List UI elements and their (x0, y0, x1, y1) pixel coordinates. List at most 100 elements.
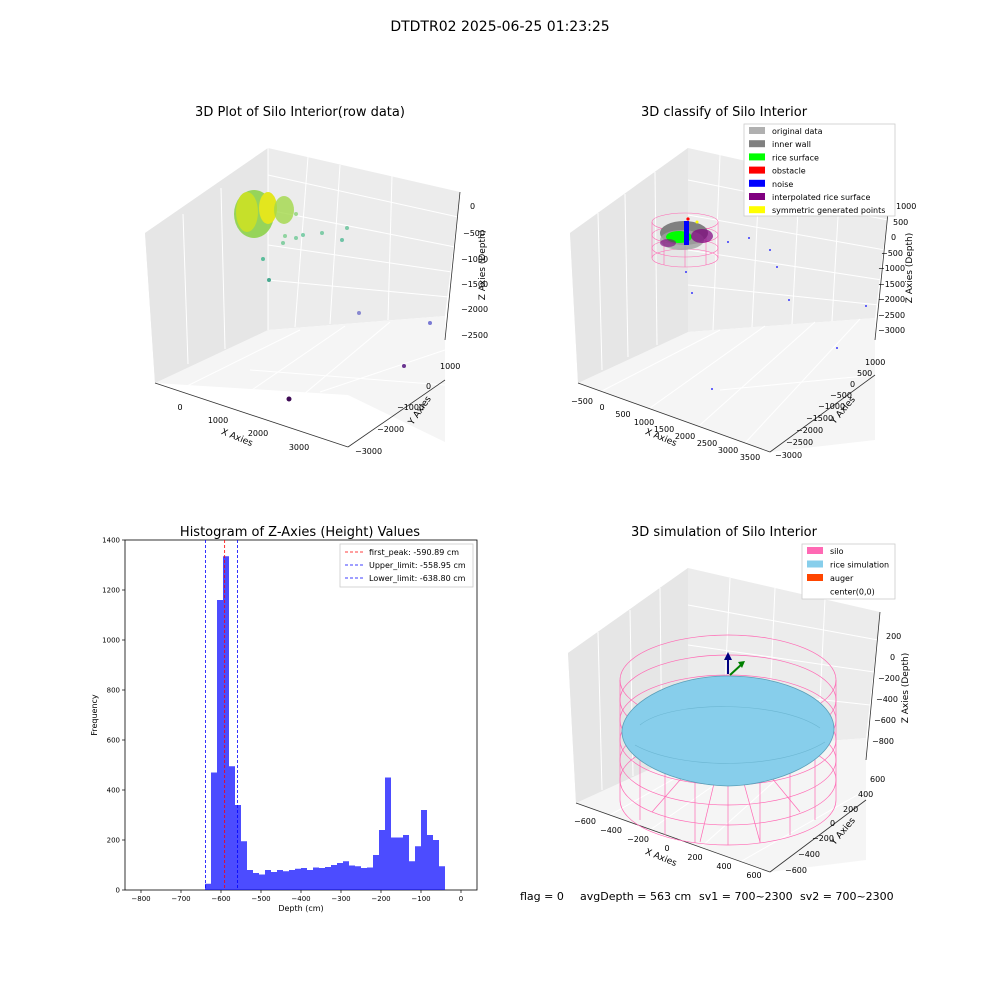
histogram-xtick-label: −500 (251, 895, 270, 903)
raw-ytick: −2000 (377, 425, 404, 434)
classify-xtick: 2000 (675, 432, 695, 441)
raw-ztick: −2000 (461, 305, 488, 314)
histogram-bar (301, 868, 307, 890)
histogram-bar (223, 556, 229, 890)
raw-ztick: 0 (470, 202, 475, 211)
histogram-legend-label: first_peak: -590.89 cm (369, 548, 459, 557)
simulation-ztick: −800 (872, 737, 894, 746)
panel-simulation-3d: 3D simulation of Silo Interior (568, 525, 911, 880)
classify-xtick: −500 (571, 397, 593, 406)
avg-depth-text: avgDepth = 563 cm (580, 890, 691, 903)
simulation-xtick: 200 (687, 853, 702, 862)
histogram-bar (379, 830, 385, 890)
histogram-bars (205, 556, 445, 890)
simulation-ytick: 0 (830, 819, 835, 828)
raw-ytick: 1000 (440, 362, 460, 371)
classify-left-pane (570, 148, 688, 383)
classify-ytick: 500 (857, 369, 872, 378)
simulation-legend-swatch (807, 574, 823, 581)
histogram-ytick-label: 0 (116, 887, 120, 895)
simulation-axes (575, 611, 881, 873)
simulation-ztick: −600 (874, 716, 896, 725)
classify-ytick: −500 (830, 391, 852, 400)
classify-ztick: −2500 (878, 311, 905, 320)
histogram-bar (337, 863, 343, 890)
simulation-ztick: 200 (886, 632, 901, 641)
histogram-legend-label: Upper_limit: -558.95 cm (369, 561, 466, 570)
histogram-xtick-label: −100 (411, 895, 430, 903)
histogram-bar (439, 866, 445, 890)
histogram-ytick-label: 1200 (102, 587, 120, 595)
histogram-ytick-label: 1400 (102, 537, 120, 545)
raw-xtick: 1000 (208, 416, 228, 425)
simulation-xlabel: X Axies (643, 847, 678, 869)
classify-ytick: −1500 (806, 414, 833, 423)
simulation-legend-swatch (807, 547, 823, 554)
classify-ztick: 0 (891, 233, 896, 242)
simulation-xtick: 600 (746, 871, 761, 880)
classify-noise-points (685, 237, 867, 390)
histogram-bar (361, 868, 367, 890)
histogram-bar (355, 866, 361, 890)
raw-ztick: −2500 (461, 331, 488, 340)
raw-scatter-points (261, 212, 432, 402)
panel-raw-3d: 3D Plot of Silo Interior(row data) (145, 105, 488, 456)
histogram-xtick-label: −200 (371, 895, 390, 903)
histogram-xtick-label: −600 (211, 895, 230, 903)
simulation-zlabel: Z Axies (Depth) (901, 653, 911, 724)
classify-legend: original data inner wall rice surface obsta… (743, 123, 896, 217)
histogram-bar (265, 870, 271, 890)
classify-legend-label: noise (772, 180, 793, 189)
classify-xtick: 1000 (634, 418, 654, 427)
histogram-ytick-label: 1000 (102, 637, 120, 645)
histogram-bar (331, 865, 337, 890)
panel-raw-title: 3D Plot of Silo Interior(row data) (195, 105, 405, 120)
simulation-xtick: 0 (664, 844, 669, 853)
classify-zlabel: Z Axies (Depth) (905, 233, 915, 304)
raw-floor-pane (155, 316, 445, 442)
histogram-bar (211, 772, 217, 890)
raw-axes (154, 191, 461, 448)
histogram-bar (421, 810, 427, 890)
classify-ztick: 1000 (896, 202, 916, 211)
histogram-bar (367, 867, 373, 890)
simulation-ztick: −200 (878, 674, 900, 683)
classify-ytick: 1000 (865, 358, 885, 367)
raw-tick-labels: 0 1000 2000 3000 1000 0 −1000 −2000 −300… (177, 202, 488, 456)
classify-xtick: 3500 (740, 453, 760, 462)
simulation-ytick: 200 (843, 805, 858, 814)
classify-legend-swatch (749, 127, 765, 134)
raw-point-cluster (234, 190, 294, 238)
histogram-ytick-label: 200 (107, 837, 120, 845)
histogram-bar (313, 867, 319, 890)
simulation-ytick: −200 (812, 834, 834, 843)
histogram-x-ticks: −800 −700 −600 −500 −400 −300 −200 −100 0 (131, 890, 463, 903)
simulation-legend: silo rice simulation auger center(0,0) (801, 543, 896, 600)
classify-axes (577, 192, 891, 453)
classify-xtick: 0 (599, 403, 604, 412)
raw-xtick: 3000 (289, 443, 309, 452)
simulation-legend-label: center(0,0) (830, 588, 875, 597)
histogram-bar (397, 837, 403, 890)
histogram-bar (277, 870, 283, 890)
raw-xtick: 0 (177, 403, 182, 412)
figure-suptitle: DTDTR02 2025-06-25 01:23:25 (390, 19, 609, 35)
simulation-legend-swatch (807, 560, 823, 568)
raw-ytick: −1000 (397, 403, 424, 412)
simulation-ytick: 600 (870, 775, 885, 784)
histogram-bar (235, 805, 241, 890)
raw-ztick: −1000 (461, 255, 488, 264)
classify-ztick: −2000 (878, 295, 905, 304)
classify-legend-swatch (749, 179, 765, 187)
histogram-ytick-label: 800 (107, 687, 120, 695)
histogram-bar (319, 868, 325, 890)
simulation-legend-label: auger (830, 574, 854, 583)
simulation-ytick: 400 (858, 790, 873, 799)
raw-ytick: 0 (426, 382, 431, 391)
raw-zlabel: Z Axies (Depth) (478, 230, 488, 301)
histogram-bar (415, 846, 421, 890)
classify-xtick: 1500 (654, 425, 674, 434)
histogram-bar (373, 855, 379, 890)
histogram-xtick-label: −700 (171, 895, 190, 903)
histogram-bar (241, 841, 247, 890)
